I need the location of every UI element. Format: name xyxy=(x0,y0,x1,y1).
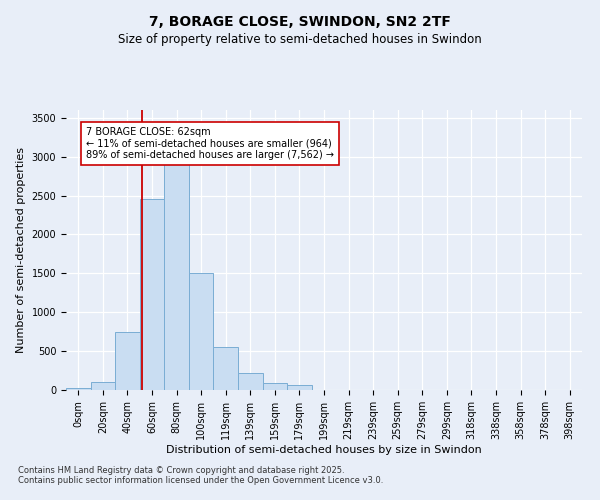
Bar xyxy=(263,383,287,390)
Text: Size of property relative to semi-detached houses in Swindon: Size of property relative to semi-detach… xyxy=(118,32,482,46)
Bar xyxy=(189,274,214,390)
Text: Contains HM Land Registry data © Crown copyright and database right 2025.
Contai: Contains HM Land Registry data © Crown c… xyxy=(18,466,383,485)
Bar xyxy=(214,347,238,390)
Bar xyxy=(164,164,189,390)
Bar xyxy=(66,388,91,390)
Text: 7 BORAGE CLOSE: 62sqm
← 11% of semi-detached houses are smaller (964)
89% of sem: 7 BORAGE CLOSE: 62sqm ← 11% of semi-deta… xyxy=(86,127,334,160)
Bar xyxy=(115,332,140,390)
Bar xyxy=(140,200,164,390)
X-axis label: Distribution of semi-detached houses by size in Swindon: Distribution of semi-detached houses by … xyxy=(166,444,482,454)
Y-axis label: Number of semi-detached properties: Number of semi-detached properties xyxy=(16,147,26,353)
Bar xyxy=(287,386,312,390)
Bar xyxy=(238,373,263,390)
Text: 7, BORAGE CLOSE, SWINDON, SN2 2TF: 7, BORAGE CLOSE, SWINDON, SN2 2TF xyxy=(149,15,451,29)
Bar xyxy=(91,382,115,390)
